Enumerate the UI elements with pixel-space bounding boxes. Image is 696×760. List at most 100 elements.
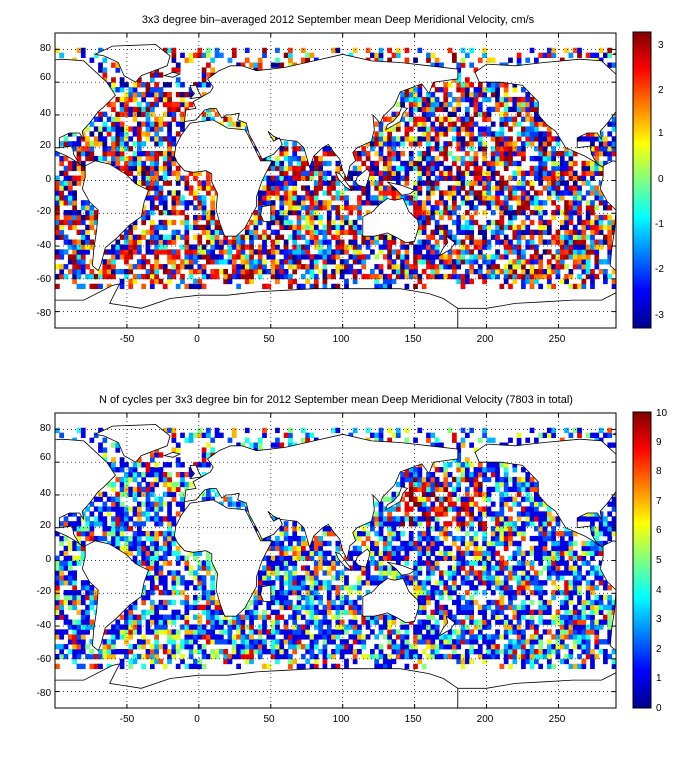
data-bin	[171, 590, 177, 596]
data-bin	[417, 585, 423, 591]
data-bin	[313, 170, 319, 176]
data-bin	[525, 278, 531, 285]
data-bin	[158, 501, 164, 507]
data-bin	[162, 614, 168, 620]
data-bin	[477, 82, 483, 88]
data-bin	[292, 639, 298, 645]
data-bin	[430, 52, 436, 58]
data-bin	[555, 165, 561, 172]
data-bin	[288, 634, 293, 640]
data-bin	[288, 62, 293, 68]
data-bin	[279, 62, 285, 68]
data-bin	[162, 619, 168, 625]
data-bin	[482, 87, 487, 93]
data-bin	[171, 47, 177, 54]
data-bin	[590, 224, 595, 231]
data-bin	[55, 254, 60, 260]
data-bin	[318, 269, 323, 275]
data-bin	[55, 653, 60, 660]
data-bin	[98, 111, 103, 117]
data-bin	[188, 570, 194, 576]
data-bin	[188, 644, 194, 650]
data-bin	[564, 200, 569, 206]
data-bin	[111, 106, 116, 113]
data-bin	[508, 195, 513, 201]
data-bin	[365, 47, 371, 54]
data-bin	[89, 535, 95, 542]
data-bin	[128, 516, 134, 522]
data-bin	[482, 96, 487, 103]
data-bin	[326, 624, 332, 630]
data-bin	[443, 472, 449, 478]
data-bin	[357, 575, 362, 581]
data-bin	[136, 249, 142, 255]
data-bin	[136, 521, 142, 527]
data-bin	[426, 639, 431, 645]
data-bin	[326, 599, 332, 606]
data-bin	[309, 214, 315, 221]
data-bin	[145, 506, 151, 512]
data-bin	[128, 283, 134, 290]
data-bin	[443, 200, 449, 206]
data-bin	[214, 653, 220, 660]
data-bin	[266, 545, 272, 552]
data-bin	[210, 254, 216, 260]
data-bin	[296, 219, 302, 226]
data-bin	[288, 200, 293, 206]
data-bin	[236, 649, 241, 655]
data-bin	[430, 570, 436, 576]
data-bin	[378, 170, 384, 176]
data-bin	[365, 545, 371, 552]
data-bin	[439, 570, 444, 576]
data-bin	[361, 151, 367, 157]
data-bin	[292, 229, 298, 235]
data-bin	[464, 278, 470, 285]
data-bin	[313, 658, 319, 665]
data-bin	[93, 653, 99, 660]
data-bin	[357, 244, 362, 250]
data-bin	[132, 82, 138, 88]
data-bin	[534, 165, 539, 172]
data-bin	[443, 476, 449, 483]
data-bin	[111, 146, 116, 152]
data-bin	[214, 604, 220, 611]
data-bin	[395, 190, 401, 196]
data-bin	[141, 462, 147, 468]
data-bin	[581, 229, 587, 235]
data-bin	[490, 175, 496, 181]
data-bin	[72, 658, 77, 665]
data-bin	[357, 254, 362, 260]
data-bin	[417, 47, 423, 54]
data-bin	[568, 234, 574, 240]
data-bin	[309, 634, 315, 640]
data-bin	[413, 273, 418, 280]
data-bin	[322, 585, 328, 591]
data-bin	[313, 205, 319, 211]
data-bin	[257, 210, 263, 216]
data-bin	[598, 151, 604, 157]
data-bin	[149, 629, 155, 635]
data-bin	[231, 619, 237, 625]
data-bin	[180, 200, 185, 206]
data-bin	[551, 175, 556, 181]
data-bin	[210, 629, 216, 635]
data-bin	[167, 545, 172, 552]
data-bin	[206, 219, 211, 226]
data-bin	[421, 180, 427, 186]
data-bin	[115, 254, 121, 260]
data-bin	[111, 496, 116, 502]
data-bin	[413, 244, 418, 250]
data-bin	[124, 239, 129, 245]
data-bin	[67, 580, 73, 586]
data-bin	[171, 116, 177, 122]
data-bin	[292, 151, 298, 157]
data-bin	[257, 653, 263, 660]
data-bin	[253, 609, 259, 615]
data-bin	[361, 146, 367, 152]
data-bin	[477, 170, 483, 176]
data-bin	[391, 141, 397, 147]
data-bin	[171, 151, 177, 157]
data-bin	[408, 540, 414, 547]
data-bin	[508, 259, 513, 265]
data-bin	[482, 111, 487, 117]
